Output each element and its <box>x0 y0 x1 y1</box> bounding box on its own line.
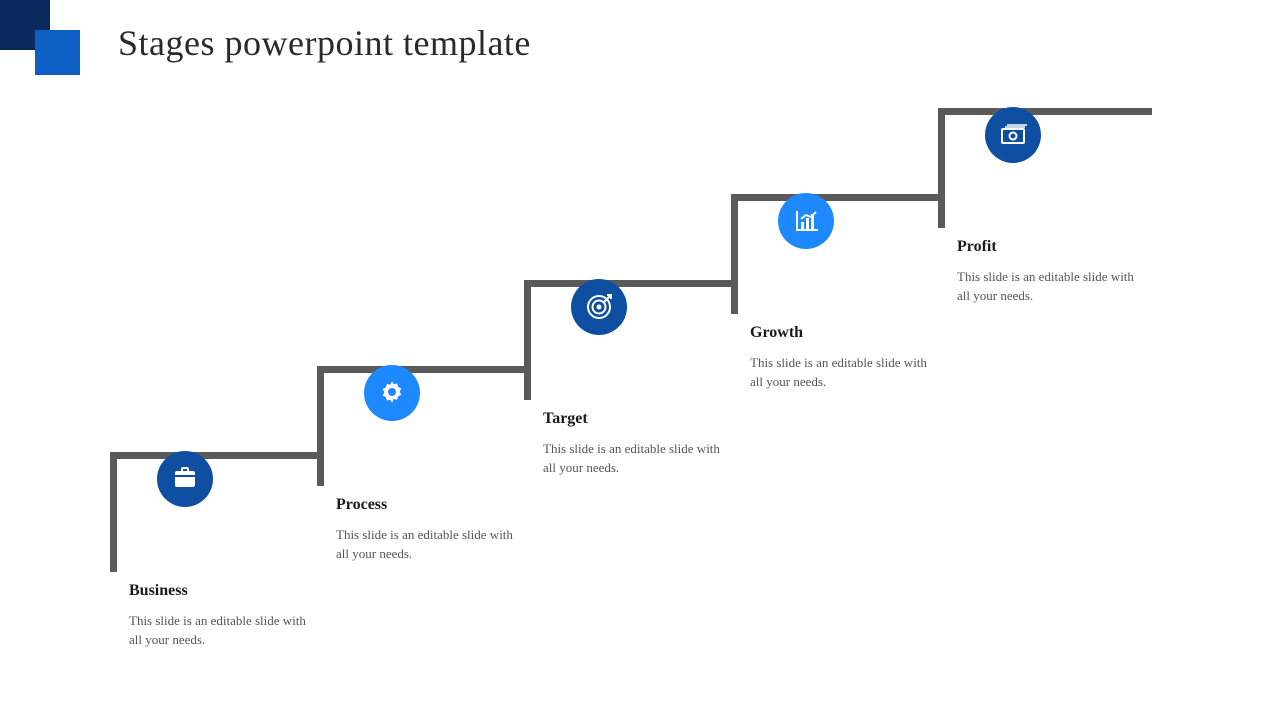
stage-text-4: Profit This slide is an editable slide wi… <box>957 238 1147 306</box>
corner-light-square <box>35 30 80 75</box>
stage-desc-0: This slide is an editable slide with all… <box>129 612 319 650</box>
stage-title-4: Profit <box>957 238 1147 256</box>
stage-text-3: Growth This slide is an editable slide wi… <box>750 324 940 392</box>
stage-title-2: Target <box>543 410 733 428</box>
stage-title-0: Business <box>129 582 319 600</box>
stage-desc-3: This slide is an editable slide with all… <box>750 354 940 392</box>
stage-desc-2: This slide is an editable slide with all… <box>543 440 733 478</box>
stage-title-1: Process <box>336 496 526 514</box>
step-riser-1 <box>317 366 324 486</box>
step-tread-4 <box>938 108 1152 115</box>
stage-text-2: Target This slide is an editable slide wi… <box>543 410 733 478</box>
step-tread-3 <box>731 194 945 201</box>
stage-desc-4: This slide is an editable slide with all… <box>957 268 1147 306</box>
stage-text-1: Process This slide is an editable slide w… <box>336 496 526 564</box>
chart-icon <box>778 193 834 249</box>
gear-icon <box>364 365 420 421</box>
stage-text-0: Business This slide is an editable slide … <box>129 582 319 650</box>
target-icon <box>571 279 627 335</box>
slide-title: Stages powerpoint template <box>118 22 531 64</box>
step-tread-2 <box>524 280 738 287</box>
briefcase-icon <box>157 451 213 507</box>
money-icon <box>985 107 1041 163</box>
step-riser-0 <box>110 452 117 572</box>
step-riser-4 <box>938 108 945 228</box>
step-riser-2 <box>524 280 531 400</box>
stage-desc-1: This slide is an editable slide with all… <box>336 526 526 564</box>
stage-title-3: Growth <box>750 324 940 342</box>
step-tread-0 <box>110 452 324 459</box>
step-tread-1 <box>317 366 531 373</box>
corner-accent <box>0 0 50 50</box>
step-riser-3 <box>731 194 738 314</box>
